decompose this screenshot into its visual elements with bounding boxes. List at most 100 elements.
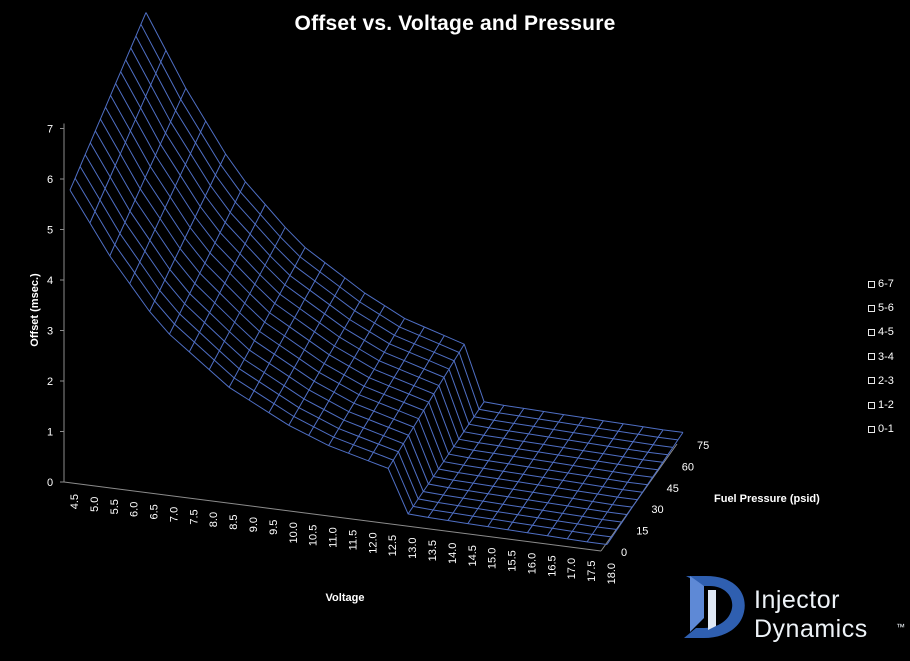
x-tick-label: 15.5 — [507, 550, 519, 571]
surface-line-voltage — [487, 414, 565, 527]
legend-swatch — [868, 377, 875, 385]
surface-line-pressure — [105, 106, 643, 493]
x-tick-label: 5.5 — [109, 499, 121, 514]
surface-line-voltage — [606, 432, 684, 545]
chart-axes — [60, 123, 678, 552]
y-tick-label: 75 — [697, 440, 709, 452]
legend-label: 1-2 — [878, 399, 894, 412]
z-tick-label: 5 — [47, 225, 53, 237]
x-axis-title: Voltage — [326, 592, 365, 604]
x-tick-label: 16.0 — [526, 553, 538, 574]
legend-item: 0-1 — [868, 417, 894, 441]
surface-line-voltage — [328, 318, 406, 446]
x-tick-label: 10.5 — [308, 525, 320, 546]
legend-label: 0-1 — [878, 423, 894, 436]
surface-line-voltage — [208, 227, 286, 370]
surface-line-pressure — [79, 166, 618, 530]
legend: 6-7 5-6 4-5 3-4 2-3 1-2 0-1 — [868, 272, 894, 441]
x-tick-label: 7.0 — [168, 507, 180, 522]
surface-line-voltage — [288, 292, 366, 426]
z-tick-label: 4 — [47, 275, 53, 287]
surface-line-voltage — [507, 417, 585, 530]
x-tick-label: 11.0 — [328, 527, 340, 548]
x-tick-label: 13.5 — [427, 540, 439, 561]
chart-title: Offset vs. Voltage and Pressure — [294, 12, 616, 35]
legend-label: 2-3 — [878, 374, 894, 387]
y-axis-title: Fuel Pressure (psid) — [714, 493, 820, 505]
x-tick-label: 8.0 — [208, 512, 220, 527]
surface-line-voltage — [347, 326, 425, 454]
x-tick-label: 13.0 — [407, 537, 419, 558]
legend-swatch — [868, 425, 875, 433]
surface-line-voltage — [268, 277, 346, 413]
surface-line-voltage — [129, 120, 207, 284]
surface-line-pressure — [120, 71, 658, 471]
surface-line-voltage — [69, 12, 147, 191]
legend-label: 3-4 — [878, 350, 894, 363]
y-tick-label: 60 — [682, 461, 694, 473]
x-tick-label: 17.0 — [566, 558, 578, 579]
surface-line-voltage — [367, 335, 445, 462]
x-tick-label: 17.5 — [586, 560, 598, 581]
surface-line-voltage — [387, 343, 465, 469]
surface-line-voltage — [526, 420, 604, 533]
surface-line-pressure — [94, 130, 633, 508]
x-tick-label: 16.5 — [546, 555, 558, 576]
z-tick-label: 7 — [47, 124, 53, 136]
legend-label: 6-7 — [878, 278, 894, 291]
y-tick-label: 0 — [621, 547, 627, 559]
surface-line-pressure — [84, 154, 623, 523]
x-tick-label: 6.5 — [149, 504, 161, 519]
surface-line-voltage — [248, 262, 326, 401]
surface-line-pressure — [125, 59, 663, 463]
x-tick-label: 12.5 — [387, 535, 399, 556]
surface-line-voltage — [228, 247, 306, 388]
y-tick-label: 30 — [651, 504, 663, 516]
surface-line-voltage — [149, 153, 227, 312]
surface-line-voltage — [467, 411, 545, 524]
surface-line-pressure — [74, 178, 613, 538]
logo-line-2: Dynamics — [754, 615, 868, 643]
legend-item: 6-7 — [868, 272, 894, 296]
legend-label: 5-6 — [878, 302, 894, 315]
surface-line-pressure — [145, 12, 684, 433]
surface-line-voltage — [586, 429, 664, 543]
surface-line-pressure — [135, 35, 673, 448]
x-tick-label: 9.5 — [268, 520, 280, 535]
z-tick-label: 6 — [47, 174, 53, 186]
y-tick-label: 45 — [667, 483, 679, 495]
legend-swatch — [868, 401, 875, 409]
legend-swatch — [868, 328, 875, 336]
x-tick-label: 5.0 — [89, 497, 101, 512]
x-tick-label: 9.0 — [248, 517, 260, 532]
legend-item: 1-2 — [868, 393, 894, 417]
z-tick-label: 3 — [47, 326, 53, 338]
logo-trademark: ™ — [896, 622, 905, 632]
z-tick-label: 1 — [47, 427, 53, 439]
legend-item: 4-5 — [868, 320, 894, 344]
surface-line-voltage — [427, 405, 505, 518]
surface-line-pressure — [110, 95, 648, 486]
z-axis-title: Offset (msec.) — [29, 273, 41, 347]
x-tick-label: 18.0 — [606, 563, 618, 584]
surface-line-voltage — [566, 426, 644, 540]
legend-label: 4-5 — [878, 326, 894, 339]
surface-line-voltage — [168, 181, 246, 335]
surface-line-pressure — [99, 118, 638, 501]
surface-line-pressure — [130, 47, 668, 456]
surface-line-voltage — [89, 50, 167, 224]
surface-line-voltage — [447, 408, 525, 521]
surface-line-pressure — [115, 83, 653, 478]
x-tick-label: 7.5 — [188, 509, 200, 524]
x-tick-label: 4.5 — [69, 494, 81, 509]
x-tick-label: 8.5 — [228, 514, 240, 529]
z-tick-label: 0 — [47, 477, 53, 489]
y-tick-label: 15 — [636, 526, 648, 538]
surface-mesh — [69, 12, 684, 545]
surface-line-pressure — [69, 189, 608, 545]
x-tick-label: 11.5 — [347, 530, 359, 551]
legend-swatch — [868, 280, 875, 288]
legend-item: 2-3 — [868, 369, 894, 393]
